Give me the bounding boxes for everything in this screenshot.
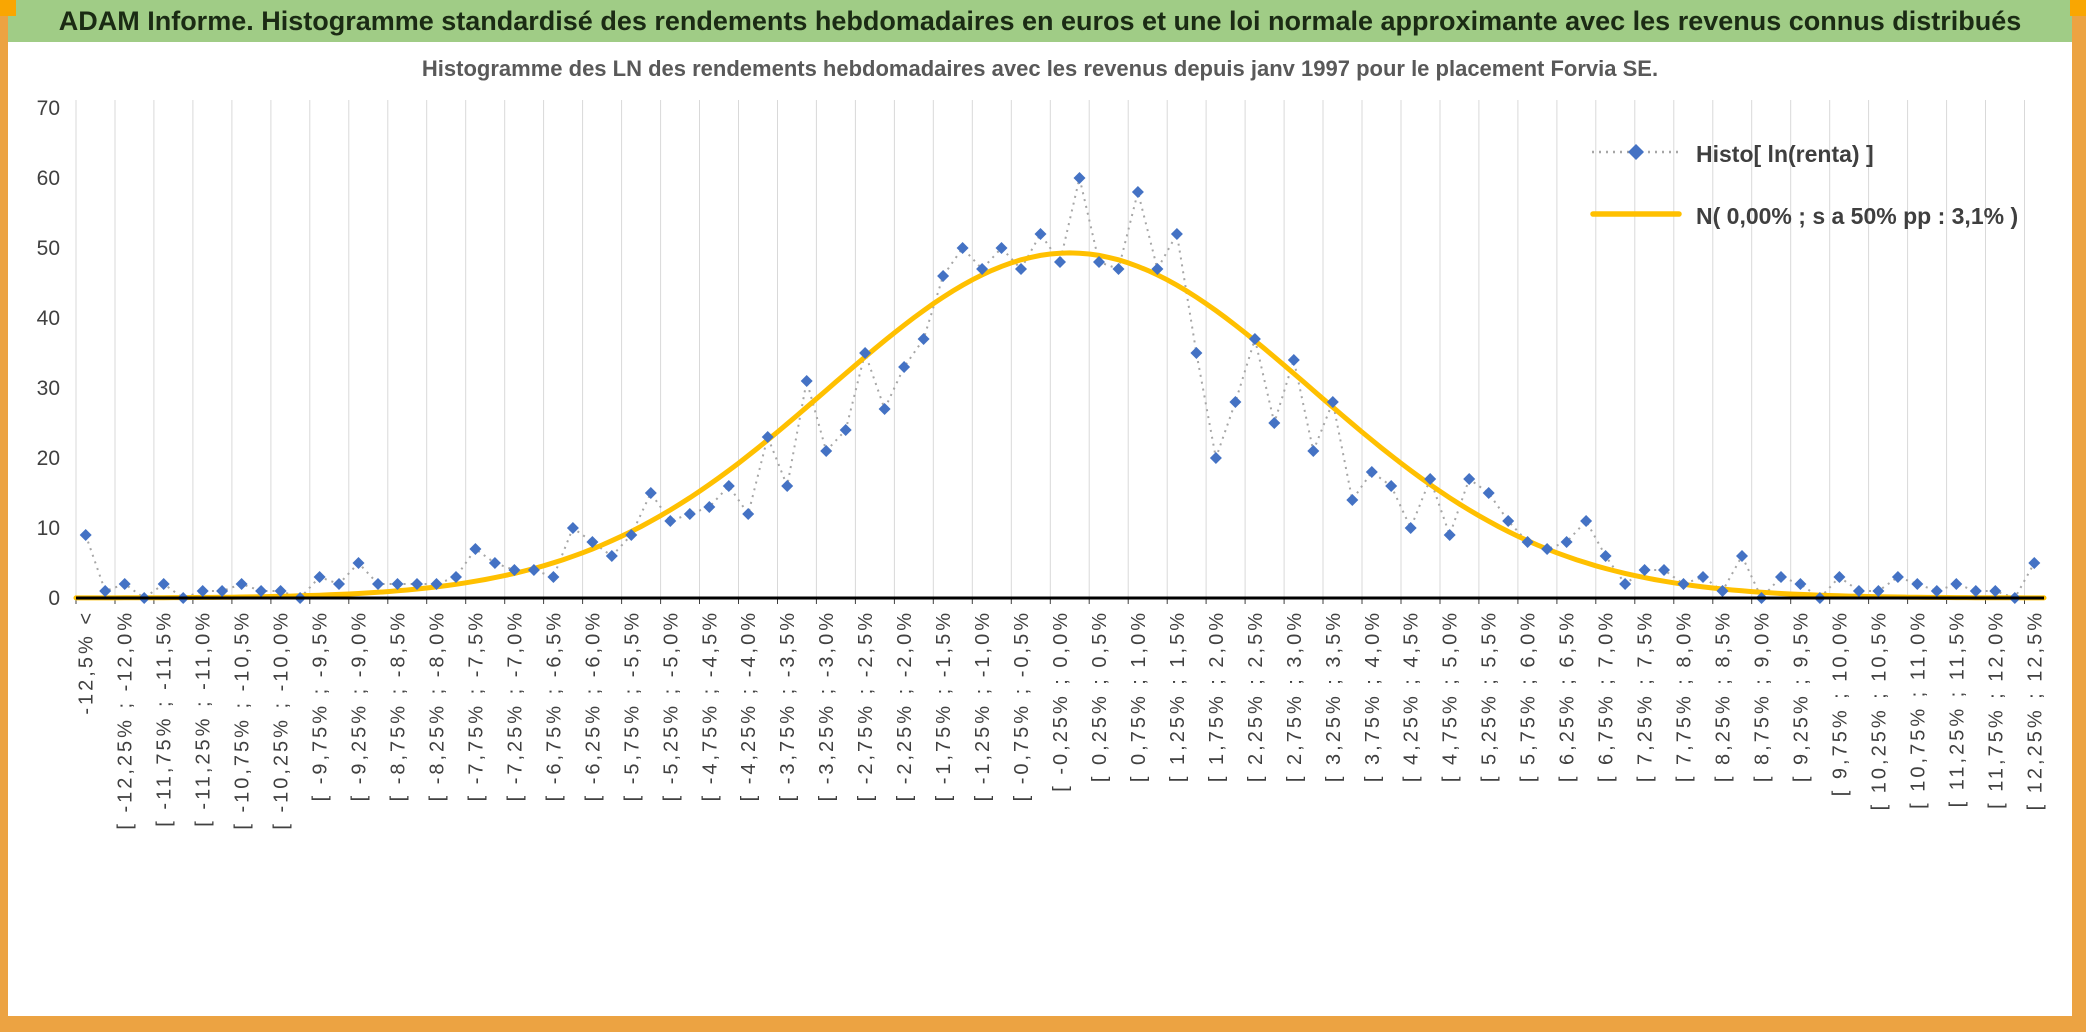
banner-title: ADAM Informe. Histogramme standardisé de… bbox=[58, 5, 2022, 36]
svg-text:[ -6,25% ; -6,0%: [ -6,25% ; -6,0% bbox=[582, 610, 604, 801]
svg-text:[ -6,75% ; -6,5%: [ -6,75% ; -6,5% bbox=[543, 610, 565, 801]
svg-text:60: 60 bbox=[37, 167, 60, 190]
frame-corner-right bbox=[2070, 0, 2086, 16]
legend[interactable]: Histo[ ln(renta) ] N( 0,00% ; s a 50% pp… bbox=[1590, 134, 2018, 258]
svg-text:[ 6,25% ; 6,5%: [ 6,25% ; 6,5% bbox=[1557, 610, 1579, 782]
svg-text:[ 4,75% ; 5,0%: [ 4,75% ; 5,0% bbox=[1440, 610, 1462, 782]
svg-text:[ 5,25% ; 5,5%: [ 5,25% ; 5,5% bbox=[1479, 610, 1501, 782]
svg-text:[ -4,25% ; -4,0%: [ -4,25% ; -4,0% bbox=[738, 610, 760, 801]
svg-text:[ -5,25% ; -5,0%: [ -5,25% ; -5,0% bbox=[660, 610, 682, 801]
histogram-series-marker-icon bbox=[1590, 140, 1682, 169]
svg-text:[ 3,25% ; 3,5%: [ 3,25% ; 3,5% bbox=[1323, 610, 1345, 782]
svg-text:[ 7,25% ; 7,5%: [ 7,25% ; 7,5% bbox=[1635, 610, 1657, 782]
svg-text:[ 10,25% ; 10,5%: [ 10,25% ; 10,5% bbox=[1868, 610, 1890, 810]
legend-label-histogram: Histo[ ln(renta) ] bbox=[1696, 140, 1874, 167]
svg-text:[ 5,75% ; 6,0%: [ 5,75% ; 6,0% bbox=[1518, 610, 1540, 782]
svg-text:[ -2,25% ; -2,0%: [ -2,25% ; -2,0% bbox=[894, 610, 916, 801]
svg-text:[ -7,75% ; -7,5%: [ -7,75% ; -7,5% bbox=[465, 610, 487, 801]
svg-text:50: 50 bbox=[37, 237, 60, 260]
svg-text:[ -11,75% ; -11,5%: [ -11,75% ; -11,5% bbox=[154, 610, 176, 827]
frame-right-strip bbox=[2072, 0, 2086, 1032]
svg-text:70: 70 bbox=[37, 97, 60, 120]
svg-text:[ 11,25% ; 11,5%: [ 11,25% ; 11,5% bbox=[1946, 610, 1968, 807]
svg-text:[ -1,75% ; -1,5%: [ -1,75% ; -1,5% bbox=[933, 610, 955, 801]
svg-text:-12,5% <: -12,5% < bbox=[76, 610, 98, 715]
svg-text:[ -0,75% ; -0,5%: [ -0,75% ; -0,5% bbox=[1011, 610, 1033, 801]
legend-item-histogram[interactable]: Histo[ ln(renta) ] bbox=[1590, 134, 2018, 174]
svg-text:[ 2,75% ; 3,0%: [ 2,75% ; 3,0% bbox=[1284, 610, 1306, 782]
svg-text:[ 9,75% ; 10,0%: [ 9,75% ; 10,0% bbox=[1829, 610, 1851, 796]
legend-label-normal: N( 0,00% ; s a 50% pp : 3,1% ) bbox=[1696, 202, 2019, 229]
svg-text:[ 9,25% ; 9,5%: [ 9,25% ; 9,5% bbox=[1790, 610, 1812, 782]
svg-text:[ 3,75% ; 4,0%: [ 3,75% ; 4,0% bbox=[1362, 610, 1384, 782]
svg-text:[ -3,25% ; -3,0%: [ -3,25% ; -3,0% bbox=[816, 610, 838, 801]
svg-text:[ 0,25% ; 0,5%: [ 0,25% ; 0,5% bbox=[1089, 610, 1111, 782]
frame-corner-left bbox=[0, 0, 16, 16]
svg-text:[ -1,25% ; -1,0%: [ -1,25% ; -1,0% bbox=[972, 610, 994, 801]
svg-text:[ -10,75% ; -10,5%: [ -10,75% ; -10,5% bbox=[232, 610, 254, 830]
svg-text:[ 0,75% ; 1,0%: [ 0,75% ; 1,0% bbox=[1128, 610, 1150, 782]
svg-text:[ -5,75% ; -5,5%: [ -5,75% ; -5,5% bbox=[621, 610, 643, 801]
frame-bottom-strip bbox=[0, 1016, 2086, 1032]
chart-canvas[interactable]: 0 10 20 30 40 50 60 70 -12,5% < [ -12,25% ; -12,0… bbox=[8, 42, 2072, 1016]
svg-text:10: 10 bbox=[37, 517, 60, 540]
svg-text:[ 6,75% ; 7,0%: [ 6,75% ; 7,0% bbox=[1596, 610, 1618, 782]
svg-text:[ -8,25% ; -8,0%: [ -8,25% ; -8,0% bbox=[427, 610, 449, 801]
svg-text:[ -12,25% ; -12,0%: [ -12,25% ; -12,0% bbox=[115, 610, 137, 830]
svg-text:30: 30 bbox=[37, 377, 60, 400]
svg-text:[ 2,25% ; 2,5%: [ 2,25% ; 2,5% bbox=[1245, 610, 1267, 782]
frame-left-strip bbox=[0, 0, 8, 1032]
svg-text:[ 7,75% ; 8,0%: [ 7,75% ; 8,0% bbox=[1674, 610, 1696, 782]
svg-text:[ -7,25% ; -7,0%: [ -7,25% ; -7,0% bbox=[504, 610, 526, 801]
svg-text:[ -11,25% ; -11,0%: [ -11,25% ; -11,0% bbox=[193, 610, 215, 827]
svg-text:20: 20 bbox=[37, 447, 60, 470]
svg-text:[ 1,25% ; 1,5%: [ 1,25% ; 1,5% bbox=[1167, 610, 1189, 782]
svg-text:[ 8,25% ; 8,5%: [ 8,25% ; 8,5% bbox=[1713, 610, 1735, 782]
svg-text:0: 0 bbox=[48, 587, 60, 610]
svg-text:[ -10,25% ; -10,0%: [ -10,25% ; -10,0% bbox=[271, 610, 293, 830]
svg-text:[ -9,25% ; -9,0%: [ -9,25% ; -9,0% bbox=[349, 610, 371, 801]
normal-series-marker-icon bbox=[1590, 202, 1682, 231]
svg-text:[ -3,75% ; -3,5%: [ -3,75% ; -3,5% bbox=[777, 610, 799, 801]
chart-title: Histogramme des LN des rendements hebdom… bbox=[421, 56, 1659, 81]
svg-text:[ -2,75% ; -2,5%: [ -2,75% ; -2,5% bbox=[855, 610, 877, 801]
svg-text:[ 12,25% ; 12,5%: [ 12,25% ; 12,5% bbox=[2024, 610, 2046, 810]
svg-text:[ 11,75% ; 12,0%: [ 11,75% ; 12,0% bbox=[1985, 610, 2007, 809]
svg-text:[ -8,75% ; -8,5%: [ -8,75% ; -8,5% bbox=[388, 610, 410, 801]
svg-text:[ 10,75% ; 11,0%: [ 10,75% ; 11,0% bbox=[1907, 610, 1929, 809]
legend-item-normal[interactable]: N( 0,00% ; s a 50% pp : 3,1% ) bbox=[1590, 196, 2018, 236]
svg-text:[ -4,75% ; -4,5%: [ -4,75% ; -4,5% bbox=[699, 610, 721, 801]
svg-text:40: 40 bbox=[37, 307, 60, 330]
banner: ADAM Informe. Histogramme standardisé de… bbox=[8, 0, 2072, 42]
svg-text:[ 8,75% ; 9,0%: [ 8,75% ; 9,0% bbox=[1752, 610, 1774, 782]
chart-container[interactable]: Histogramme des LN des rendements hebdom… bbox=[8, 42, 2072, 1016]
svg-text:[ -0,25% ; 0,0%: [ -0,25% ; 0,0% bbox=[1050, 610, 1072, 792]
svg-text:[ 1,75% ; 2,0%: [ 1,75% ; 2,0% bbox=[1206, 610, 1228, 782]
svg-text:[ 4,25% ; 4,5%: [ 4,25% ; 4,5% bbox=[1401, 610, 1423, 782]
svg-text:[ -9,75% ; -9,5%: [ -9,75% ; -9,5% bbox=[310, 610, 332, 801]
